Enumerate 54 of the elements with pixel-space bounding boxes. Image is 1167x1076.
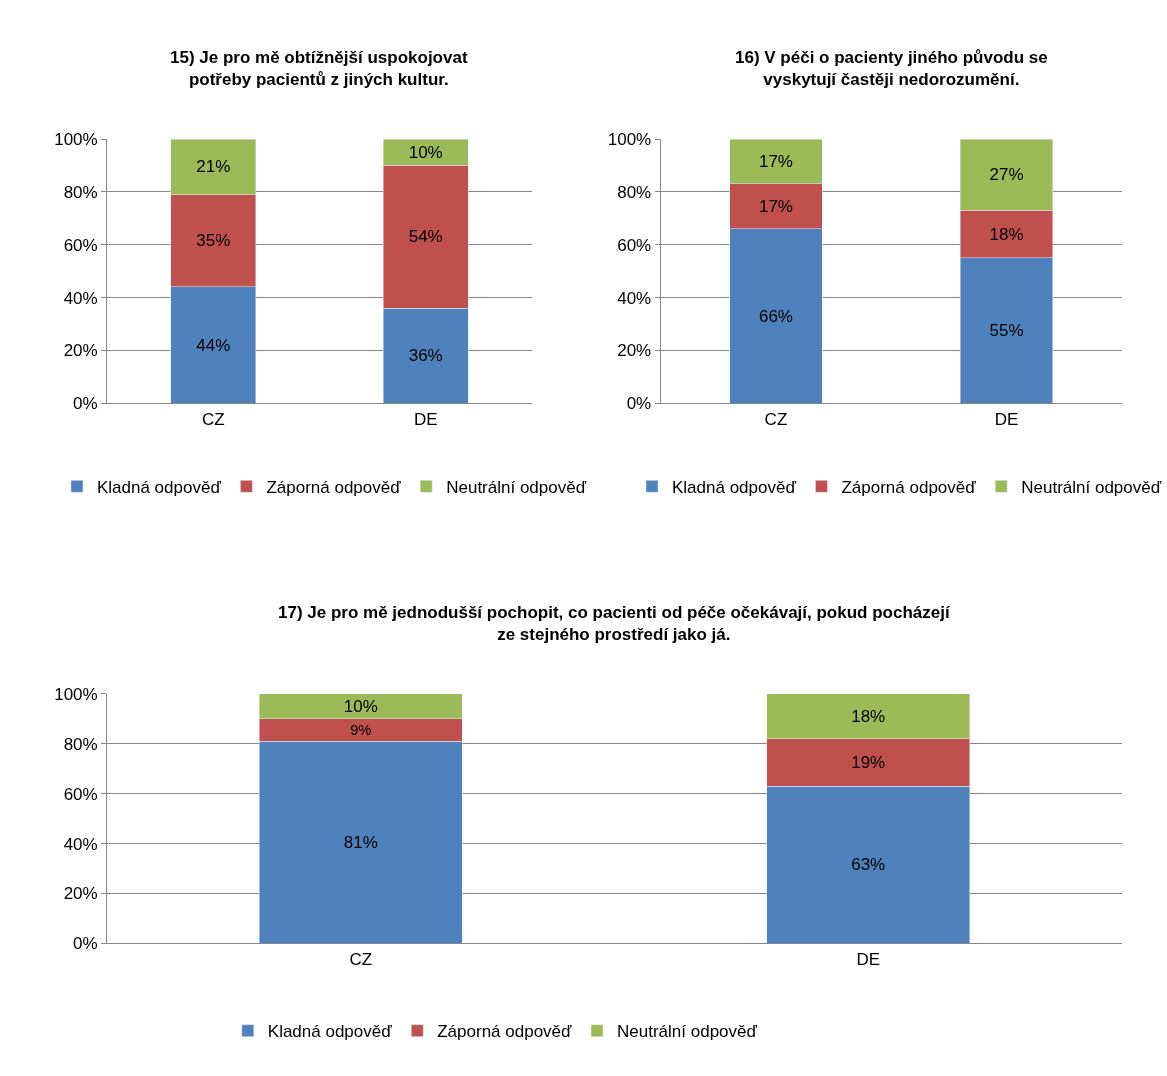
y-tick-label: 80% — [63, 182, 98, 202]
data-label: 36% — [408, 346, 443, 366]
data-label: 35% — [196, 231, 231, 251]
y-tick-label: 100% — [54, 129, 98, 149]
x-tick-label: CZ — [201, 409, 225, 429]
x-tick-label: DE — [994, 409, 1019, 429]
legend-label: Kladná odpověď — [672, 477, 797, 497]
legend-label: Záporná odpověď — [266, 477, 402, 497]
y-tick-label: 60% — [63, 235, 98, 255]
y-tick-label: 0% — [73, 934, 98, 954]
legend-label: Záporná odpověď — [841, 477, 977, 497]
data-label: 54% — [408, 227, 443, 247]
y-tick-label: 20% — [63, 341, 98, 361]
data-label: 55% — [989, 321, 1024, 341]
y-tick-label: 100% — [54, 684, 98, 704]
data-label: 21% — [196, 157, 231, 177]
y-tick-label: 40% — [617, 288, 652, 308]
x-tick-label: CZ — [764, 409, 788, 429]
y-tick-label: 40% — [63, 288, 98, 308]
data-label: 9% — [350, 721, 372, 738]
y-tick-label: 0% — [626, 394, 652, 414]
data-label: 81% — [343, 832, 378, 852]
y-tick-label: 80% — [617, 182, 652, 202]
legend-label: Záporná odpověď — [437, 1022, 573, 1042]
data-label: 44% — [196, 335, 231, 355]
x-tick-label: CZ — [349, 949, 373, 969]
y-tick-label: 100% — [607, 129, 652, 149]
legend-label: Kladná odpověď — [96, 477, 222, 497]
y-tick-label: 0% — [73, 394, 98, 414]
data-label: 10% — [408, 142, 443, 162]
data-label: 63% — [851, 855, 886, 875]
data-label: 10% — [343, 696, 378, 716]
y-tick-label: 20% — [63, 884, 98, 904]
y-tick-label: 60% — [63, 784, 98, 804]
chart-title: 17) Je pro mě jednodušší pochopit, co pacienti od péče očekávají, pokud pocházejí ze stejného prostředí jako já. — [278, 603, 951, 645]
legend-label: Neutrální odpověď — [617, 1022, 758, 1042]
chart-title: 16) V péči o pacienty jiného původu se vyskytují častěji nedorozumění. — [735, 48, 1048, 90]
legend-label: Kladná odpověď — [267, 1022, 393, 1042]
data-label: 17% — [758, 196, 793, 216]
y-tick-label: 80% — [63, 734, 98, 754]
data-label: 17% — [758, 151, 793, 171]
data-label: 18% — [851, 706, 886, 726]
data-label: 66% — [758, 306, 793, 326]
y-tick-label: 20% — [617, 341, 652, 361]
x-tick-label: DE — [413, 409, 438, 429]
y-tick-label: 40% — [63, 834, 98, 854]
y-tick-label: 60% — [617, 235, 652, 255]
data-label: 19% — [851, 753, 886, 773]
chart-title: 15) Je pro mě obtížnější uspokojovat potřeby pacientů z jiných kultur. — [170, 48, 468, 90]
data-label: 18% — [989, 224, 1024, 244]
legend-label: Neutrální odpověď — [1021, 477, 1162, 497]
data-label: 27% — [989, 165, 1024, 185]
x-tick-label: DE — [856, 949, 881, 969]
legend-label: Neutrální odpověď — [446, 477, 587, 497]
